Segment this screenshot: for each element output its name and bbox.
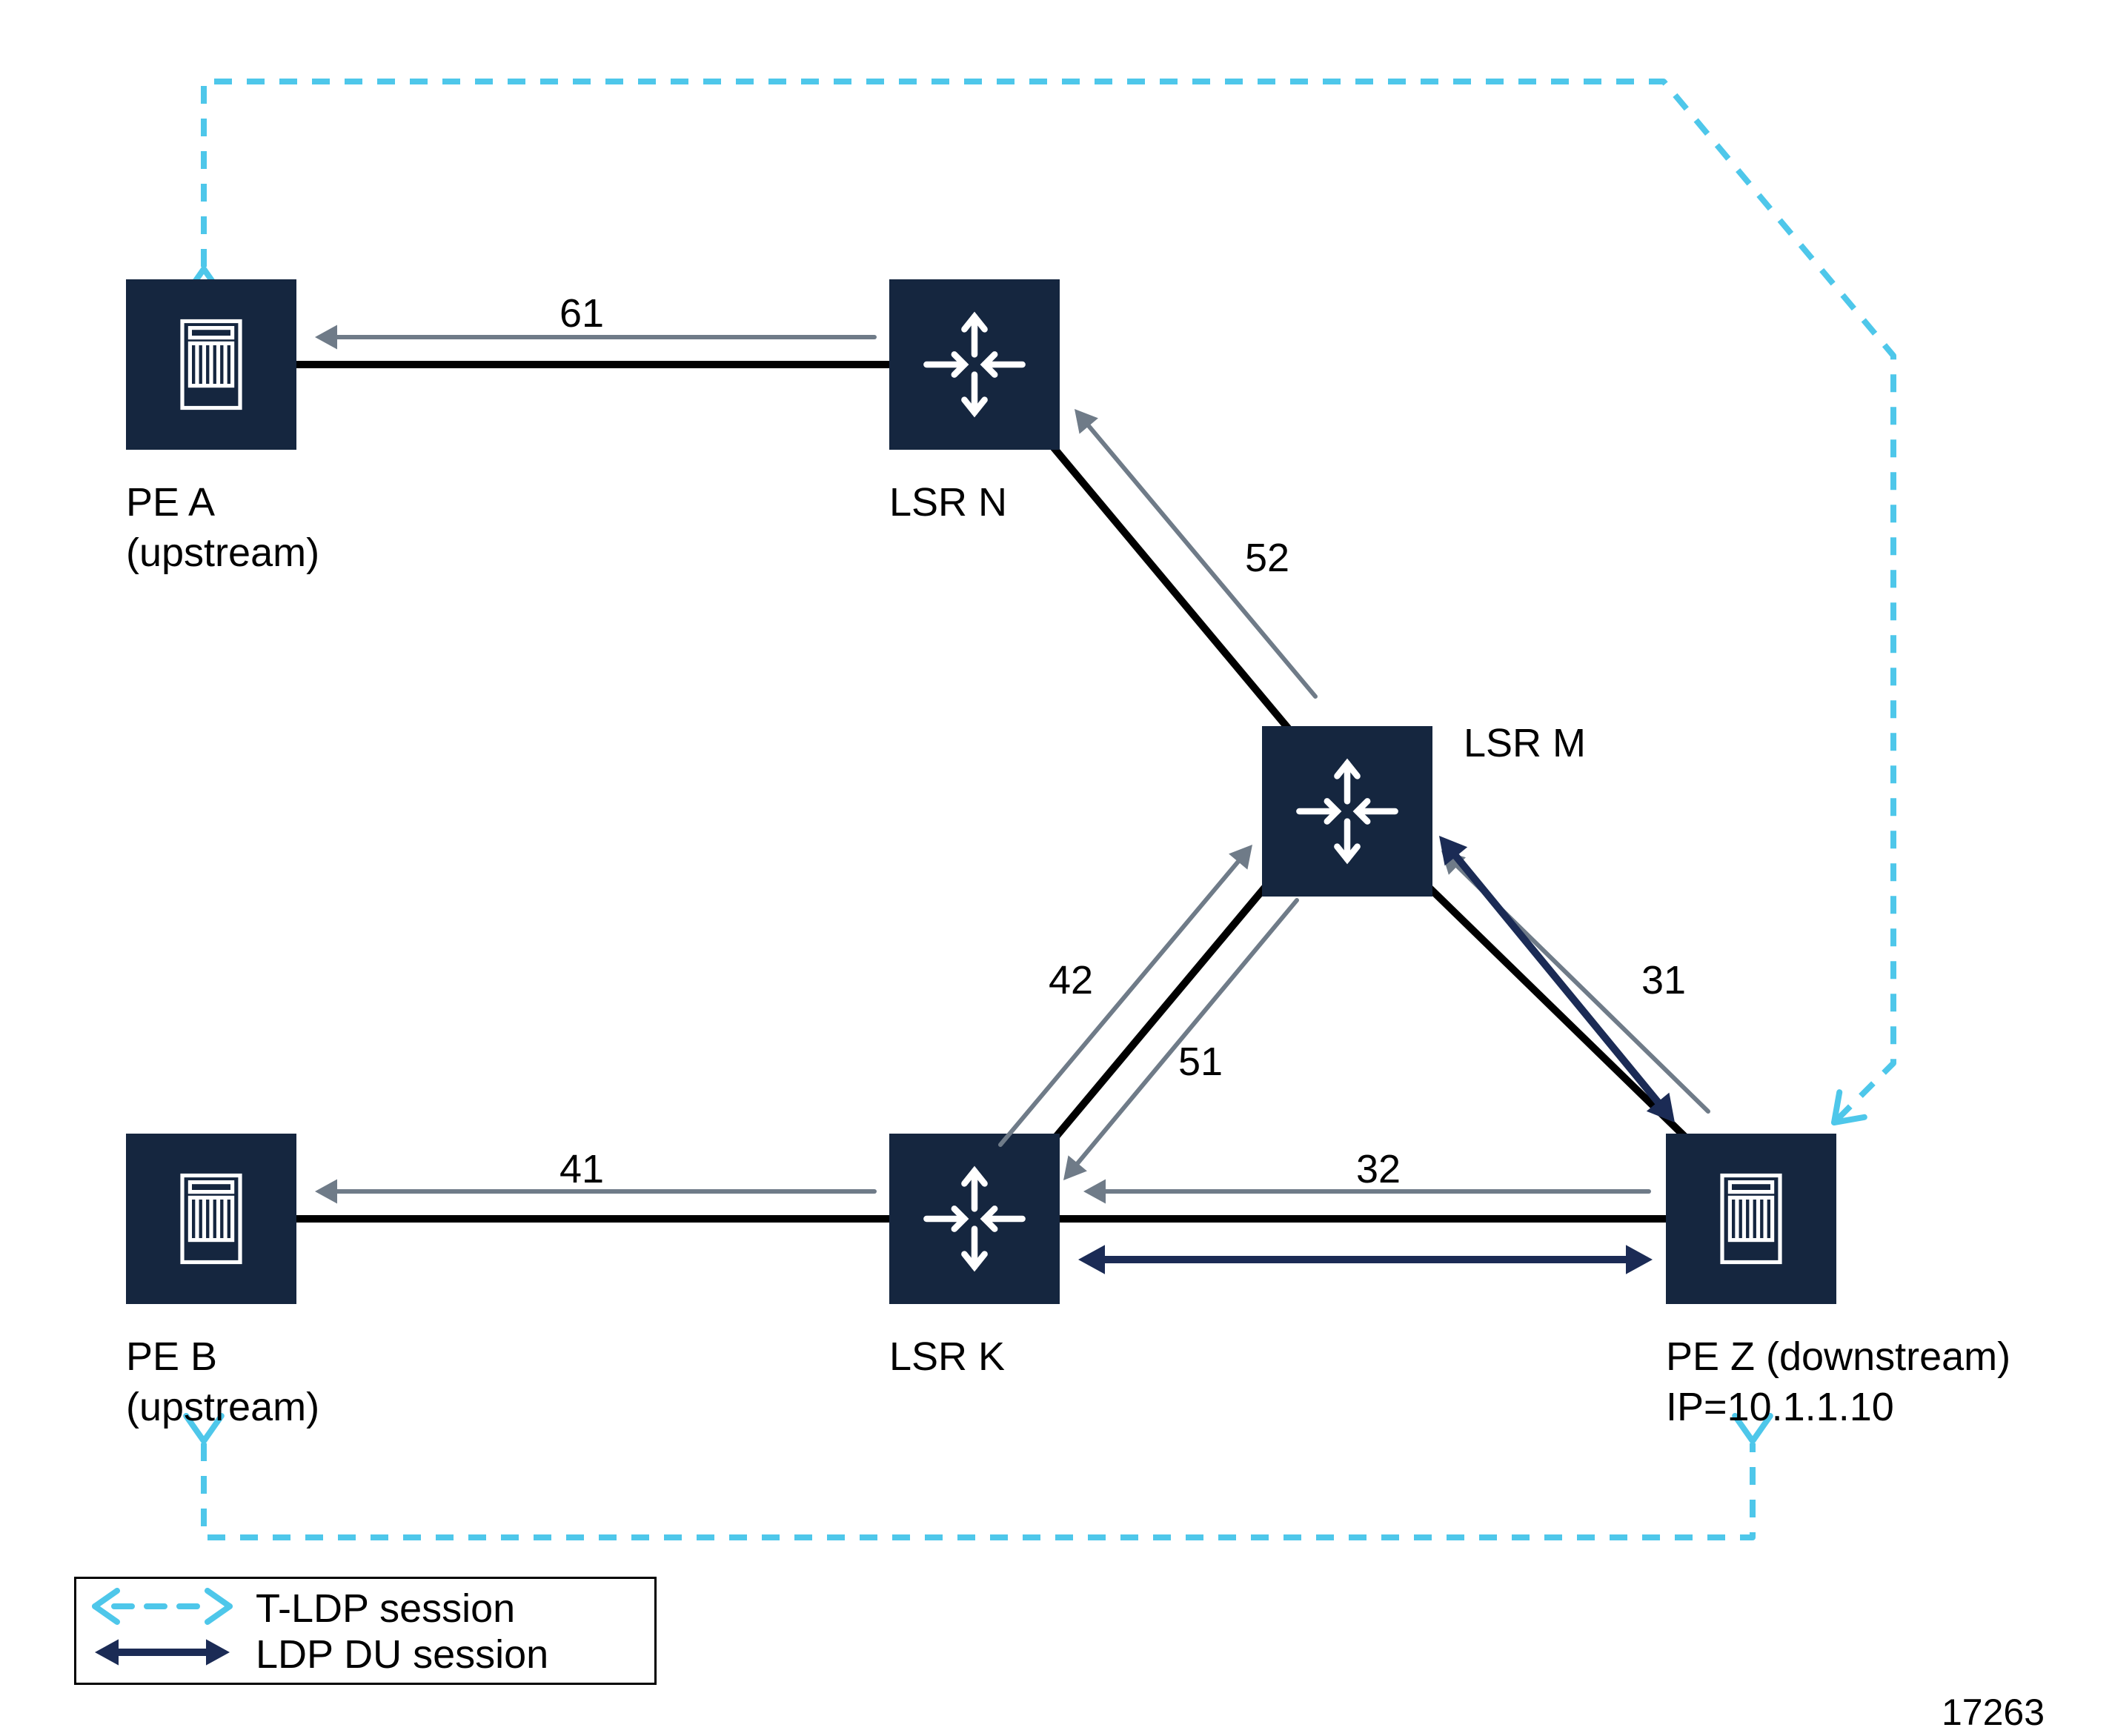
edge-label: 61 [559,289,604,339]
edge-label: 52 [1245,533,1289,584]
tldp-session-line [204,1443,1753,1537]
node-label: LSR K [889,1332,1005,1383]
pe-node-peA [126,279,296,450]
pe-node-peB [126,1134,296,1304]
node-label: LSR M [1464,719,1586,769]
legend-label: T-LDP session [256,1584,515,1634]
edge-label: 42 [1049,956,1093,1006]
topology-link [1034,867,1282,1163]
label-arrow [1000,851,1248,1145]
edge-label: 41 [559,1145,604,1195]
node-label: LSR N [889,478,1007,528]
lsr-node-lsrK [889,1134,1060,1304]
pe-node-peZ [1666,1134,1836,1304]
lsr-node-lsrM [1262,726,1432,897]
edge-label: 51 [1178,1037,1223,1088]
node-label: PE Z (downstream) IP=10.1.1.10 [1666,1332,2010,1432]
topology-link [1412,871,1697,1148]
figure-id: 17263 [1942,1689,2045,1736]
node-label: PE A (upstream) [126,478,319,578]
legend-label: LDP DU session [256,1630,548,1680]
node-label: PE B (upstream) [126,1332,319,1432]
edge-label: 31 [1641,956,1686,1006]
ldp-du-session-line [1452,852,1661,1107]
edge-label: 32 [1356,1145,1401,1195]
lsr-node-lsrN [889,279,1060,450]
